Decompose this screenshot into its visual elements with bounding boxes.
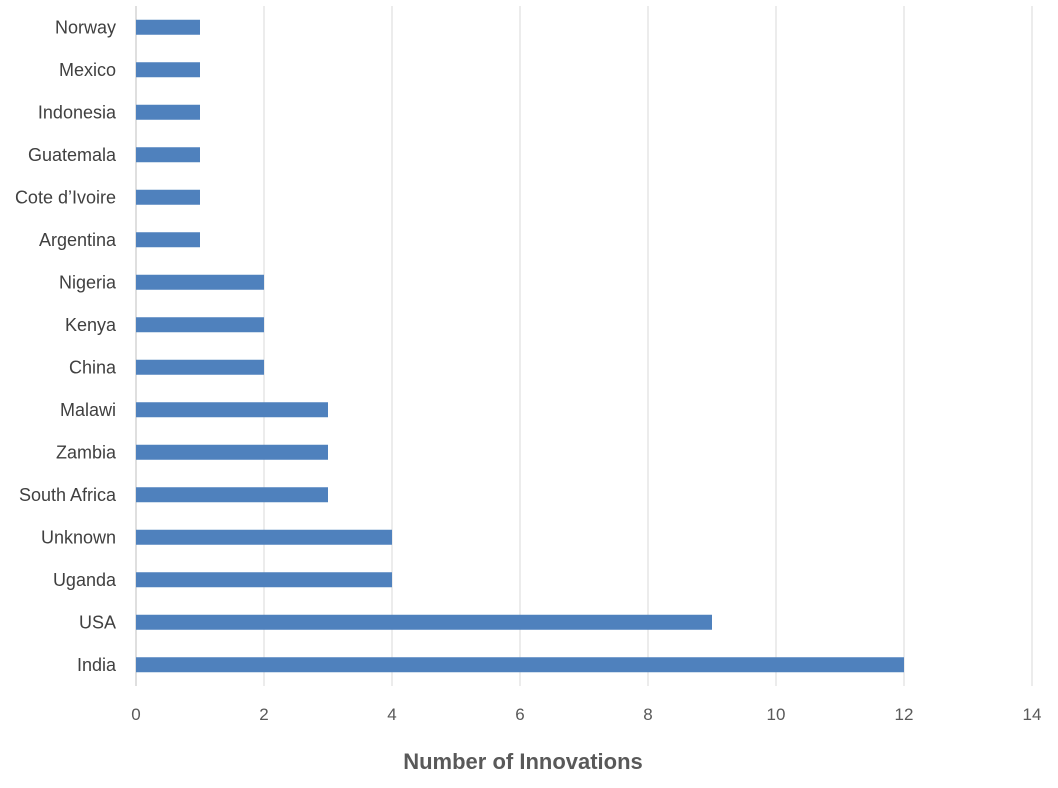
category-label: Cote d’Ivoire (15, 187, 116, 207)
bar (136, 62, 200, 78)
bar (136, 359, 264, 375)
gridlines (135, 6, 1033, 686)
x-axis-title: Number of Innovations (403, 749, 643, 774)
bar (136, 317, 264, 333)
bar (136, 232, 200, 248)
bar (136, 572, 392, 588)
category-label: Uganda (53, 570, 117, 590)
category-label: Nigeria (59, 272, 117, 292)
category-label: South Africa (19, 485, 117, 505)
bar (136, 444, 328, 460)
category-label: Zambia (56, 442, 117, 462)
category-label: Norway (55, 17, 116, 37)
x-tick-label: 14 (1023, 705, 1042, 724)
bars (136, 19, 904, 673)
bar (136, 657, 904, 673)
category-labels: India USA Uganda Unknown South Africa Zambia M… (15, 17, 117, 675)
category-label: India (77, 655, 117, 675)
bar (136, 402, 328, 418)
category-label: Malawi (60, 400, 116, 420)
category-label: Unknown (41, 527, 116, 547)
category-label: Indonesia (38, 102, 117, 122)
x-tick-label: 2 (259, 705, 268, 724)
bar (136, 189, 200, 205)
x-tick-label: 12 (895, 705, 914, 724)
category-label: Guatemala (28, 145, 117, 165)
category-label: Mexico (59, 60, 116, 80)
bar (136, 614, 712, 630)
x-tick-label: 10 (767, 705, 786, 724)
bar (136, 487, 328, 503)
bar (136, 529, 392, 545)
x-tick-labels: 0 2 4 6 8 10 12 14 (131, 705, 1041, 724)
category-label: Argentina (39, 230, 117, 250)
bar (136, 104, 200, 120)
x-tick-label: 8 (643, 705, 652, 724)
category-label: Kenya (65, 315, 117, 335)
bar (136, 147, 200, 163)
bar (136, 19, 200, 35)
x-tick-label: 6 (515, 705, 524, 724)
category-label: China (69, 357, 117, 377)
category-label: USA (79, 612, 116, 632)
x-tick-label: 0 (131, 705, 140, 724)
bar (136, 274, 264, 290)
x-tick-label: 4 (387, 705, 396, 724)
